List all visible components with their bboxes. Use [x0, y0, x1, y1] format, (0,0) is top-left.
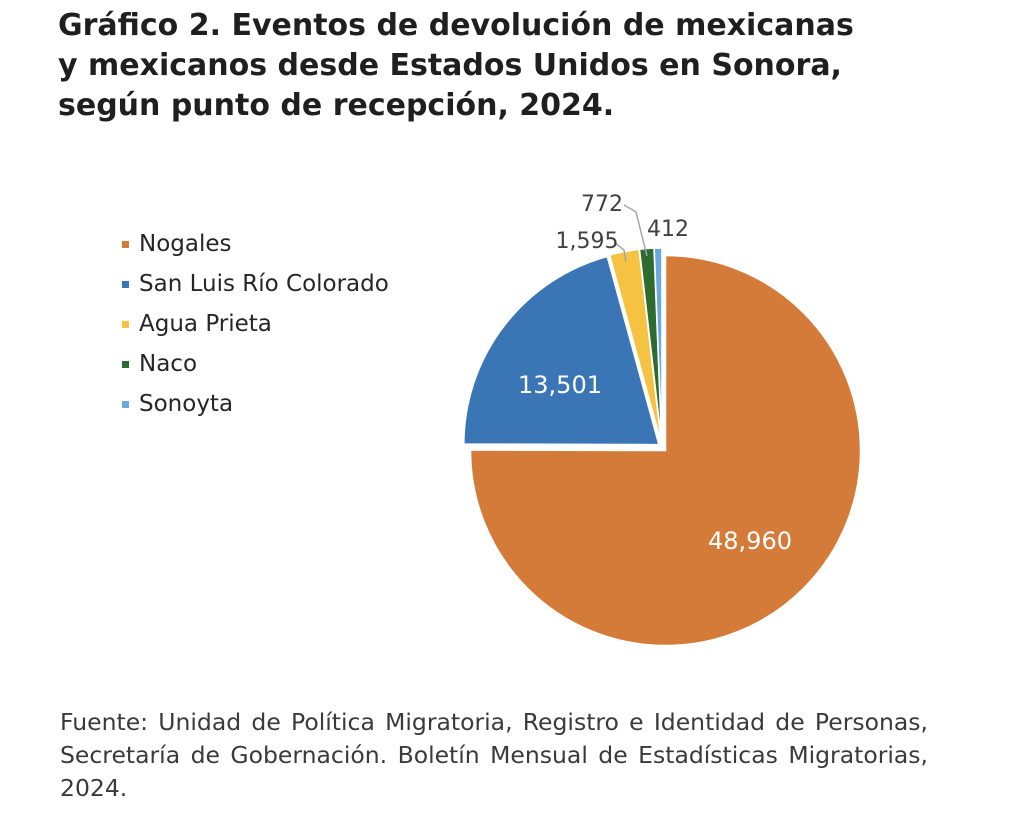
- legend-label: Agua Prieta: [139, 311, 272, 337]
- pie-slice-san-luis-rio-colorado: [463, 255, 660, 446]
- legend-swatch: [122, 320, 129, 328]
- chart-title-line-1: Gráfico 2. Eventos de devolución de mexi…: [58, 8, 854, 43]
- legend-label: San Luis Río Colorado: [139, 271, 389, 297]
- data-label-san-luis-rio-colorado: 13,501: [518, 371, 602, 399]
- legend-swatch: [122, 280, 129, 288]
- legend-item-agua-prieta: Agua Prieta: [122, 304, 389, 344]
- legend-item-sonoyta: Sonoyta: [122, 384, 389, 424]
- data-label-naco: 772: [581, 192, 623, 217]
- source-note: Fuente: Unidad de Política Migratoria, R…: [60, 708, 928, 802]
- chart-title: Gráfico 2. Eventos de devolución de mexi…: [58, 6, 958, 126]
- legend-swatch: [122, 240, 129, 248]
- legend-label: Naco: [139, 351, 198, 377]
- chart-title-line-2: y mexicanos desde Estados Unidos en Sono…: [58, 48, 842, 83]
- pie-slice-sonoyta: [653, 247, 663, 444]
- leader-line-naco: [623, 204, 648, 257]
- legend-label: Sonoyta: [139, 391, 234, 417]
- leader-line-agua-prieta: [613, 241, 627, 263]
- legend-item-san-luis-rio-colorado: San Luis Río Colorado: [122, 264, 389, 304]
- pie-slice-nogales: [469, 254, 862, 647]
- legend-label: Nogales: [139, 231, 232, 257]
- data-label-sonoyta: 412: [647, 217, 689, 242]
- chart-title-line-3: según punto de recepción, 2024.: [58, 88, 615, 123]
- data-label-nogales: 48,960: [708, 527, 792, 555]
- data-label-agua-prieta: 1,595: [556, 229, 619, 254]
- chart-legend: Nogales San Luis Río Colorado Agua Priet…: [122, 224, 389, 424]
- legend-swatch: [122, 360, 129, 368]
- legend-item-naco: Naco: [122, 344, 389, 384]
- legend-swatch: [122, 400, 129, 408]
- legend-item-nogales: Nogales: [122, 224, 389, 264]
